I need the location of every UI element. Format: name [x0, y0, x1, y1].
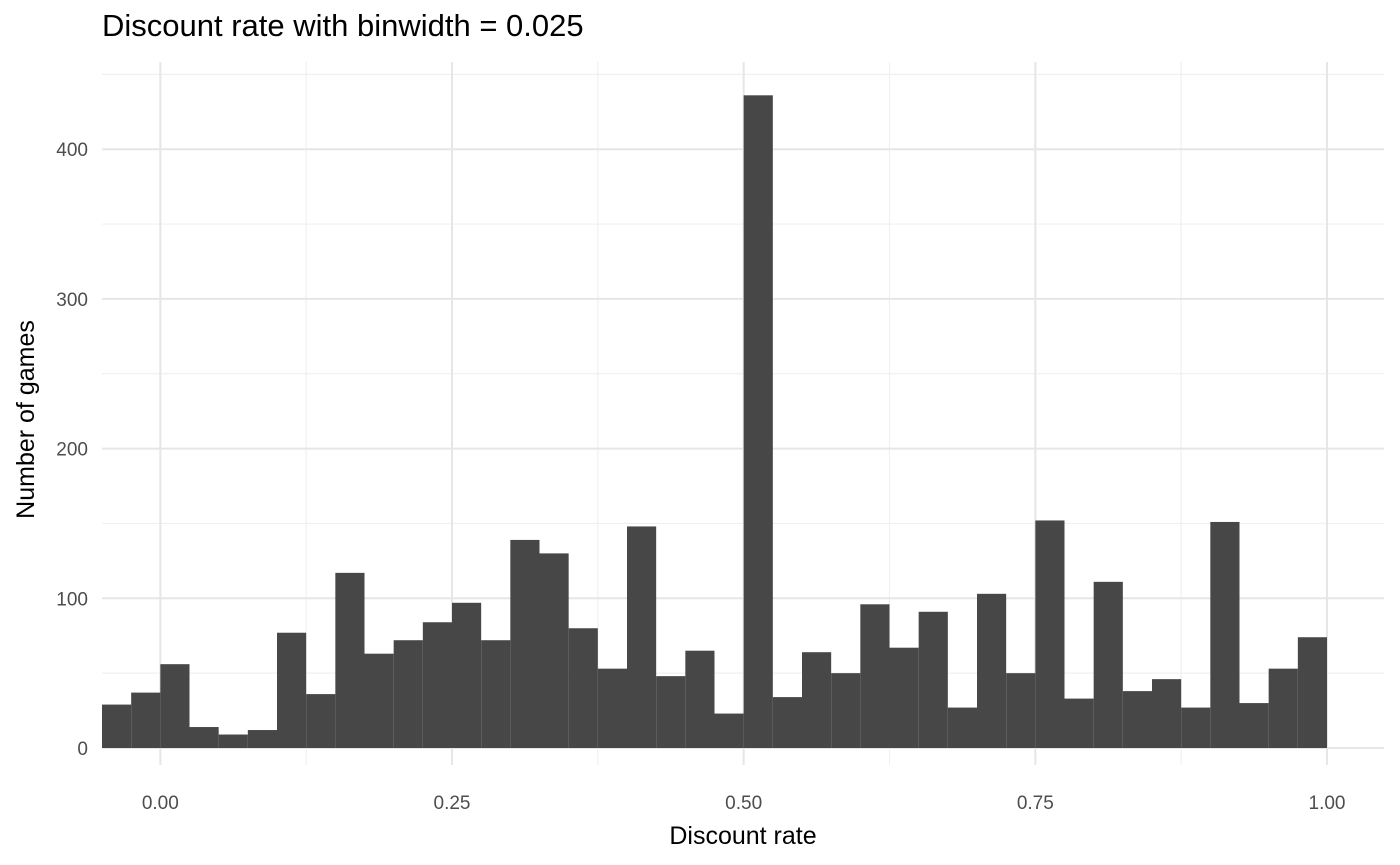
histogram-bar [947, 707, 977, 748]
histogram-bar [685, 650, 715, 748]
histogram-bar [568, 628, 598, 748]
y-axis-title: Number of games [12, 320, 40, 519]
histogram-bar [452, 602, 482, 748]
x-tick-label: 0.75 [1017, 793, 1054, 814]
x-tick-label: 0.00 [142, 793, 179, 814]
histogram-bar [422, 622, 452, 748]
histogram-bar [306, 694, 336, 748]
x-tick-label: 0.25 [434, 793, 471, 814]
histogram-bar [597, 668, 627, 748]
histogram-bar [1239, 703, 1269, 748]
histogram-bar [247, 730, 277, 748]
histogram-bar [189, 727, 219, 748]
histogram-bar [1064, 698, 1094, 748]
y-tick-label: 200 [56, 440, 88, 461]
chart-title: Discount rate with binwidth = 0.025 [102, 8, 584, 43]
histogram-bar [277, 632, 307, 748]
y-tick-label: 400 [56, 140, 88, 161]
histogram-bar [1122, 691, 1152, 748]
histogram-bar [889, 647, 919, 748]
histogram-bar [831, 673, 861, 748]
x-tick-label: 0.50 [725, 793, 762, 814]
y-axis-ticks: 0 100 200 300 400 [56, 140, 88, 760]
histogram-bar [802, 652, 832, 748]
histogram-bar [160, 664, 190, 748]
histogram-bar [1181, 707, 1211, 748]
histogram-bar [860, 604, 890, 748]
histogram-bar [714, 713, 744, 748]
histogram-bars [102, 95, 1327, 749]
histogram-bar [1268, 668, 1298, 748]
histogram-bar [1210, 521, 1240, 748]
histogram-bar [393, 640, 423, 748]
histogram-bar [102, 704, 132, 748]
histogram-bar [1006, 673, 1036, 748]
histogram-bar [656, 676, 686, 748]
histogram-bar [1035, 520, 1065, 748]
histogram-bar [1093, 581, 1123, 748]
histogram-bar [1297, 637, 1327, 748]
histogram-bar [918, 611, 948, 748]
y-tick-label: 100 [56, 589, 88, 610]
histogram-bar [510, 539, 540, 748]
histogram-bar [131, 692, 161, 748]
histogram-bar [1152, 679, 1182, 748]
histogram-bar [627, 526, 657, 748]
histogram-bar [218, 734, 248, 748]
y-tick-label: 300 [56, 290, 88, 311]
histogram-bar [743, 95, 773, 749]
histogram-bar [539, 553, 569, 748]
histogram-bar [481, 640, 511, 748]
histogram-bar [977, 593, 1007, 748]
x-axis-title: Discount rate [669, 822, 816, 850]
y-tick-label: 0 [77, 739, 88, 760]
histogram-bar [772, 697, 802, 748]
x-tick-label: 1.00 [1309, 793, 1346, 814]
x-axis-ticks: 0.00 0.25 0.50 0.75 1.00 [142, 793, 1346, 814]
histogram-bar [364, 653, 394, 748]
histogram-bar [335, 572, 365, 748]
